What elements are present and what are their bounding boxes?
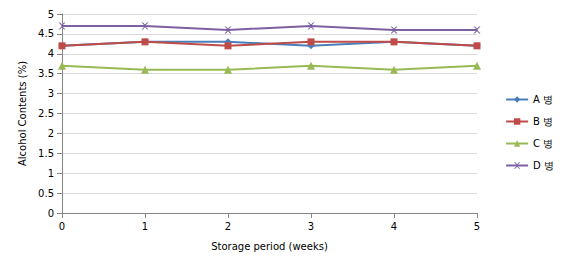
svg-text:1: 1 [48, 168, 54, 179]
svg-text:0: 0 [59, 221, 65, 232]
svg-text:A 병: A 병 [533, 94, 553, 105]
svg-text:C 병: C 병 [533, 138, 553, 149]
svg-text:B 병: B 병 [533, 116, 553, 127]
svg-text:4.5: 4.5 [38, 28, 54, 39]
svg-text:D 병: D 병 [533, 160, 554, 171]
svg-text:Alcohol Contents (%): Alcohol Contents (%) [17, 61, 28, 166]
svg-text:2.5: 2.5 [38, 108, 54, 119]
svg-text:4: 4 [391, 221, 397, 232]
svg-text:1.5: 1.5 [38, 148, 54, 159]
svg-text:3.5: 3.5 [38, 68, 54, 79]
svg-text:2: 2 [48, 128, 54, 139]
svg-text:4: 4 [48, 48, 54, 59]
svg-text:0: 0 [48, 208, 54, 219]
svg-text:0.5: 0.5 [38, 188, 54, 199]
svg-text:1: 1 [142, 221, 148, 232]
svg-text:3: 3 [48, 88, 54, 99]
svg-text:5: 5 [48, 9, 54, 20]
svg-text:Storage period (weeks): Storage period (weeks) [211, 241, 328, 252]
svg-text:3: 3 [308, 221, 314, 232]
svg-text:2: 2 [225, 221, 231, 232]
svg-text:5: 5 [474, 221, 480, 232]
